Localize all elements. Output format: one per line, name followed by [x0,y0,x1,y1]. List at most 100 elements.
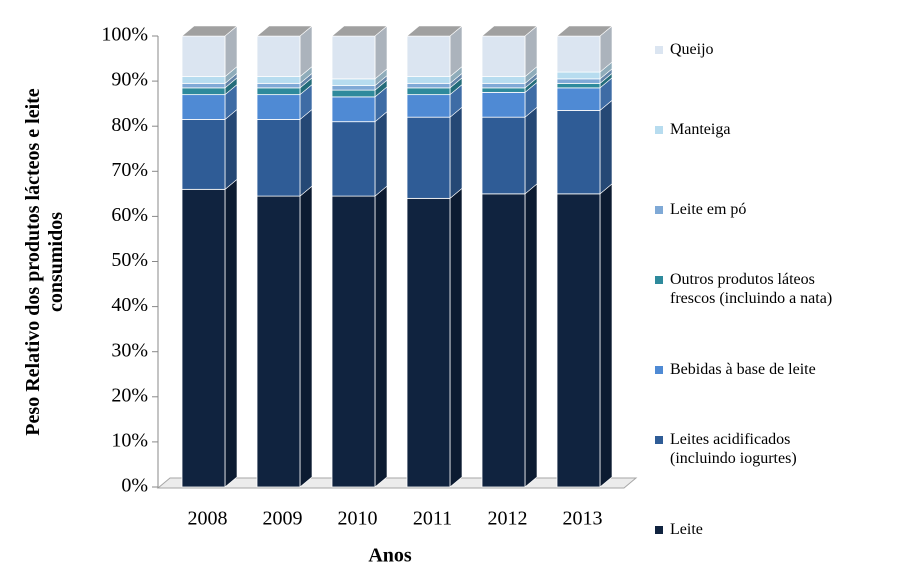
bar-segment [556,35,601,73]
bar-side [374,185,388,488]
bar-segment [181,82,226,89]
y-tick-label: 100% [101,24,148,46]
legend-item: Bebidas à base de leite [655,360,816,379]
bar-segment [406,116,451,199]
y-tick-label: 10% [111,429,148,451]
bar-top [256,25,313,37]
legend-item: Leite em pó [655,200,746,219]
y-tick-label: 30% [111,339,148,361]
bar-side [299,185,313,488]
bar-segment [406,94,451,118]
legend-label: Leite em pó [670,201,747,218]
legend: Leite Leites acidificados (incluindo iogu… [655,30,915,560]
bar-segment [181,119,226,190]
bar-segment [556,78,601,84]
bar-segment [256,195,301,488]
legend-swatch [655,126,663,134]
x-axis-title: Anos [368,545,412,567]
y-tick-label: 70% [111,159,148,181]
bar-side [449,106,463,200]
legend-swatch [655,436,663,444]
bar-top [181,25,238,37]
bar-segment [331,85,376,91]
legend-label: Leites acidificados (incluindo iogurtes) [670,431,797,467]
bar-segment [556,82,601,89]
legend-label: Bebidas à base de leite [670,361,816,378]
bar-top [331,25,388,37]
bar-segment [406,76,451,84]
bar-segment [406,87,451,96]
x-tick-label: 2012 [488,508,528,530]
bar-segment [331,121,376,197]
bar-segment [331,35,376,80]
legend-label: Outros produtos láteos frescos (incluind… [670,271,833,307]
bar-segment [256,35,301,77]
bar-side [374,111,388,197]
legend-label: Queijo [670,41,714,58]
bar-segment [481,116,526,195]
legend-item: Leite [655,520,703,539]
x-tick-label: 2010 [338,508,378,530]
legend-swatch [655,46,663,54]
legend-item: Manteiga [655,120,730,139]
legend-item: Outros produtos láteos frescos (incluind… [655,270,832,308]
bar-segment [181,94,226,120]
bar-segment [481,82,526,89]
bar-segment [181,188,226,488]
bar-segment [256,119,301,197]
x-tick-label: 2011 [413,508,452,530]
legend-swatch [655,366,663,374]
bar-segment [406,82,451,89]
bar-segment [331,78,376,87]
y-tick-label: 50% [111,249,148,271]
bar-side [299,108,313,197]
bar-segment [481,193,526,488]
y-tick-label: 60% [111,204,148,226]
y-tick-label: 0% [121,475,148,497]
bar-segment [481,76,526,84]
y-tick-label: 90% [111,69,148,91]
bar-segment [331,89,376,98]
bar-segment [481,35,526,77]
x-tick-label: 2008 [188,508,228,530]
bar-segment [181,76,226,84]
bar-segment [556,193,601,488]
bar-segment [181,87,226,96]
bar-segment [181,35,226,77]
bar-segment [556,71,601,80]
legend-swatch [655,206,663,214]
bar-segment [256,87,301,96]
bar-segment [556,87,601,111]
bar-segment [256,76,301,84]
bar-segment [406,35,451,77]
bar-side [224,178,238,488]
x-tick-label: 2009 [263,508,303,530]
legend-swatch [655,526,663,534]
bar-segment [256,82,301,89]
bar-top [406,25,463,37]
bar-segment [331,96,376,123]
y-tick-label: 20% [111,384,148,406]
legend-item: Queijo [655,40,714,59]
bar-segment [481,91,526,118]
bar-segment [481,87,526,93]
bar-top [481,25,538,37]
bar-side [524,183,538,488]
legend-label: Manteiga [670,121,731,138]
bar-side [449,187,463,488]
bar-side [599,183,613,488]
y-tick-label: 40% [111,294,148,316]
x-tick-label: 2013 [563,508,603,530]
legend-swatch [655,276,663,284]
bar-side [224,108,238,190]
y-axis-title: Peso Relativo dos produtos lácteos e lei… [22,88,67,436]
y-tick-label: 80% [111,114,148,136]
bar-segment [256,94,301,120]
bar-side [524,106,538,195]
bar-top [556,25,613,37]
bar-side [599,99,613,195]
bar-segment [331,195,376,488]
bar-segment [556,110,601,195]
